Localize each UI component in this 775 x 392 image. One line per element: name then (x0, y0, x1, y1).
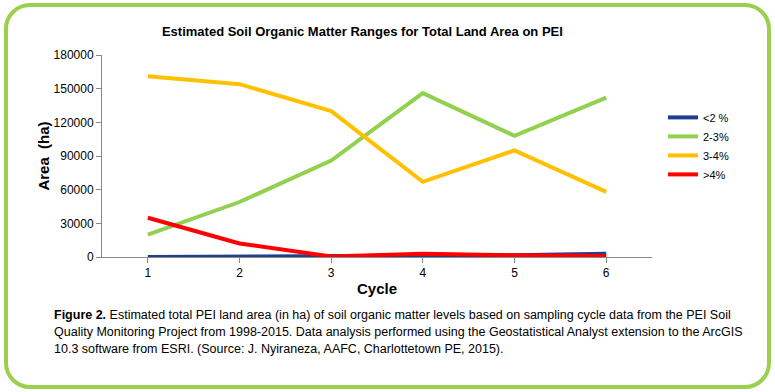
svg-text:30000: 30000 (60, 217, 94, 231)
svg-text:120000: 120000 (54, 116, 94, 130)
svg-text:180000: 180000 (54, 48, 94, 62)
svg-text:4: 4 (419, 266, 426, 280)
svg-text:Area (ha): Area (ha) (35, 121, 52, 190)
svg-text:150000: 150000 (54, 82, 94, 96)
svg-text:>4%: >4% (703, 169, 726, 181)
svg-text:3-4%: 3-4% (703, 150, 729, 162)
svg-text:<2 %: <2 % (703, 112, 729, 124)
svg-text:90000: 90000 (60, 149, 94, 163)
svg-text:60000: 60000 (60, 183, 94, 197)
svg-text:Cycle: Cycle (357, 280, 397, 297)
svg-text:5: 5 (511, 266, 518, 280)
svg-text:1: 1 (144, 266, 151, 280)
svg-text:0: 0 (87, 250, 94, 264)
html-text:Figure 2. Estimated total PEI: Figure 2. Estimated total PEI land area … (54, 308, 743, 356)
svg-text:2-3%: 2-3% (703, 131, 729, 143)
svg-text:Estimated Soil Organic Matter: Estimated Soil Organic Matter Ranges for… (162, 24, 563, 39)
svg-text:2: 2 (236, 266, 243, 280)
svg-text:3: 3 (328, 266, 335, 280)
svg-text:6: 6 (603, 266, 610, 280)
